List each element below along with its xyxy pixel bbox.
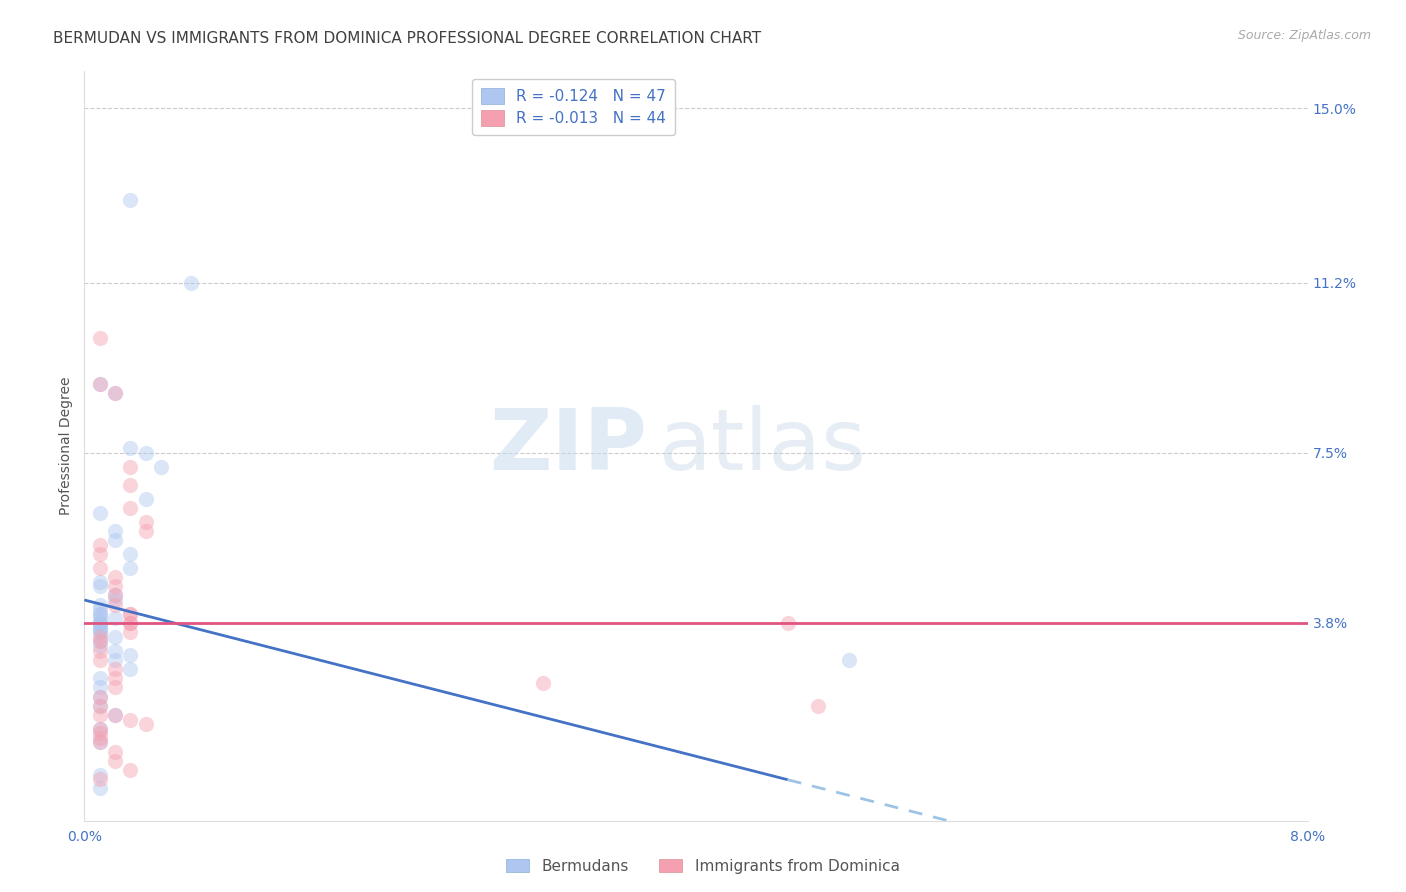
Point xyxy=(89,574,111,589)
Point xyxy=(135,491,157,506)
Point xyxy=(89,722,111,736)
Point xyxy=(120,501,142,516)
Point xyxy=(89,602,111,616)
Legend: Bermudans, Immigrants from Dominica: Bermudans, Immigrants from Dominica xyxy=(501,853,905,880)
Point xyxy=(89,726,111,740)
Point xyxy=(104,745,127,759)
Point xyxy=(104,579,127,593)
Point xyxy=(89,630,111,644)
Point xyxy=(104,593,127,607)
Point xyxy=(89,561,111,575)
Point xyxy=(120,662,142,676)
Text: atlas: atlas xyxy=(659,404,868,488)
Point xyxy=(135,717,157,731)
Point xyxy=(120,615,142,630)
Point xyxy=(89,579,111,593)
Point xyxy=(89,781,111,796)
Text: Source: ZipAtlas.com: Source: ZipAtlas.com xyxy=(1237,29,1371,42)
Point xyxy=(104,524,127,538)
Point xyxy=(104,707,127,722)
Point xyxy=(89,643,111,657)
Point xyxy=(89,625,111,640)
Point xyxy=(104,662,127,676)
Point xyxy=(89,681,111,695)
Point xyxy=(89,735,111,749)
Point xyxy=(104,653,127,667)
Point xyxy=(89,607,111,621)
Point xyxy=(104,588,127,602)
Point xyxy=(120,459,142,474)
Point xyxy=(89,639,111,653)
Point xyxy=(838,653,860,667)
Text: ZIP: ZIP xyxy=(489,404,647,488)
Point xyxy=(120,648,142,662)
Point xyxy=(89,547,111,561)
Point xyxy=(120,193,142,207)
Point xyxy=(104,588,127,602)
Point xyxy=(89,731,111,745)
Point xyxy=(104,598,127,612)
Point xyxy=(89,690,111,704)
Point xyxy=(807,698,830,713)
Point xyxy=(135,515,157,529)
Point xyxy=(89,634,111,648)
Point xyxy=(120,763,142,777)
Point xyxy=(120,442,142,456)
Point xyxy=(89,615,111,630)
Point xyxy=(89,615,111,630)
Point xyxy=(104,707,127,722)
Point xyxy=(89,506,111,520)
Point xyxy=(149,459,172,474)
Point xyxy=(89,621,111,635)
Point xyxy=(89,634,111,648)
Point xyxy=(104,630,127,644)
Point xyxy=(89,698,111,713)
Point xyxy=(89,653,111,667)
Point xyxy=(135,524,157,538)
Point xyxy=(120,478,142,492)
Point xyxy=(89,598,111,612)
Y-axis label: Professional Degree: Professional Degree xyxy=(59,376,73,516)
Point xyxy=(89,767,111,781)
Point xyxy=(776,615,799,630)
Point xyxy=(120,547,142,561)
Point xyxy=(89,772,111,787)
Point xyxy=(104,754,127,768)
Point xyxy=(120,713,142,727)
Point xyxy=(89,735,111,749)
Point xyxy=(89,722,111,736)
Point xyxy=(120,607,142,621)
Point xyxy=(104,570,127,584)
Point xyxy=(89,331,111,345)
Point xyxy=(89,376,111,391)
Point xyxy=(104,386,127,401)
Point xyxy=(120,561,142,575)
Point xyxy=(120,625,142,640)
Point xyxy=(120,607,142,621)
Text: BERMUDAN VS IMMIGRANTS FROM DOMINICA PROFESSIONAL DEGREE CORRELATION CHART: BERMUDAN VS IMMIGRANTS FROM DOMINICA PRO… xyxy=(53,31,762,46)
Point xyxy=(120,615,142,630)
Point xyxy=(89,615,111,630)
Point xyxy=(104,611,127,625)
Point xyxy=(104,681,127,695)
Point xyxy=(89,698,111,713)
Point xyxy=(89,376,111,391)
Legend: R = -0.124   N = 47, R = -0.013   N = 44: R = -0.124 N = 47, R = -0.013 N = 44 xyxy=(472,79,675,136)
Point xyxy=(104,386,127,401)
Point xyxy=(89,671,111,685)
Point xyxy=(89,611,111,625)
Point xyxy=(104,671,127,685)
Point xyxy=(104,643,127,657)
Point xyxy=(89,625,111,640)
Point xyxy=(89,538,111,552)
Point xyxy=(531,675,554,690)
Point xyxy=(180,276,202,290)
Point xyxy=(104,533,127,548)
Point xyxy=(89,690,111,704)
Point xyxy=(89,621,111,635)
Point xyxy=(89,707,111,722)
Point xyxy=(89,607,111,621)
Point xyxy=(135,446,157,460)
